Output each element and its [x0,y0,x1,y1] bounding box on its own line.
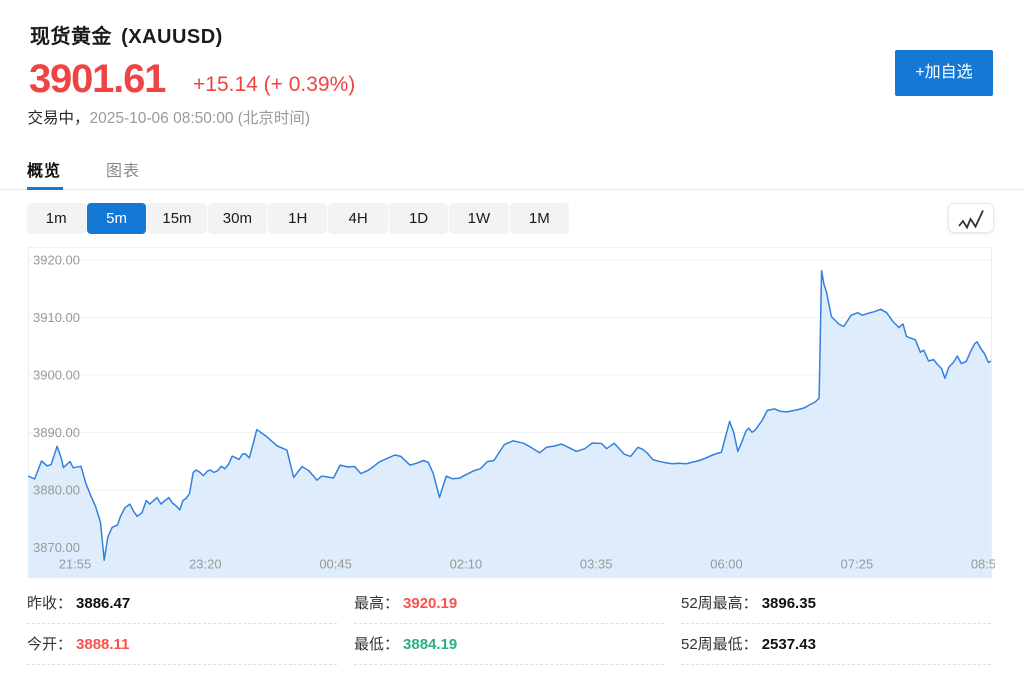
svg-text:00:45: 00:45 [319,557,352,572]
svg-text:3900.00: 3900.00 [33,368,80,383]
svg-text:3870.00: 3870.00 [33,540,80,555]
svg-text:06:00: 06:00 [710,557,743,572]
svg-text:3910.00: 3910.00 [33,310,80,325]
svg-text:3880.00: 3880.00 [33,483,80,498]
svg-text:21:55: 21:55 [59,557,92,572]
svg-text:07:25: 07:25 [841,557,874,572]
svg-text:3890.00: 3890.00 [33,425,80,440]
svg-text:03:35: 03:35 [580,557,613,572]
svg-text:3920.00: 3920.00 [33,253,80,268]
svg-text:23:20: 23:20 [189,557,222,572]
svg-text:02:10: 02:10 [450,557,483,572]
